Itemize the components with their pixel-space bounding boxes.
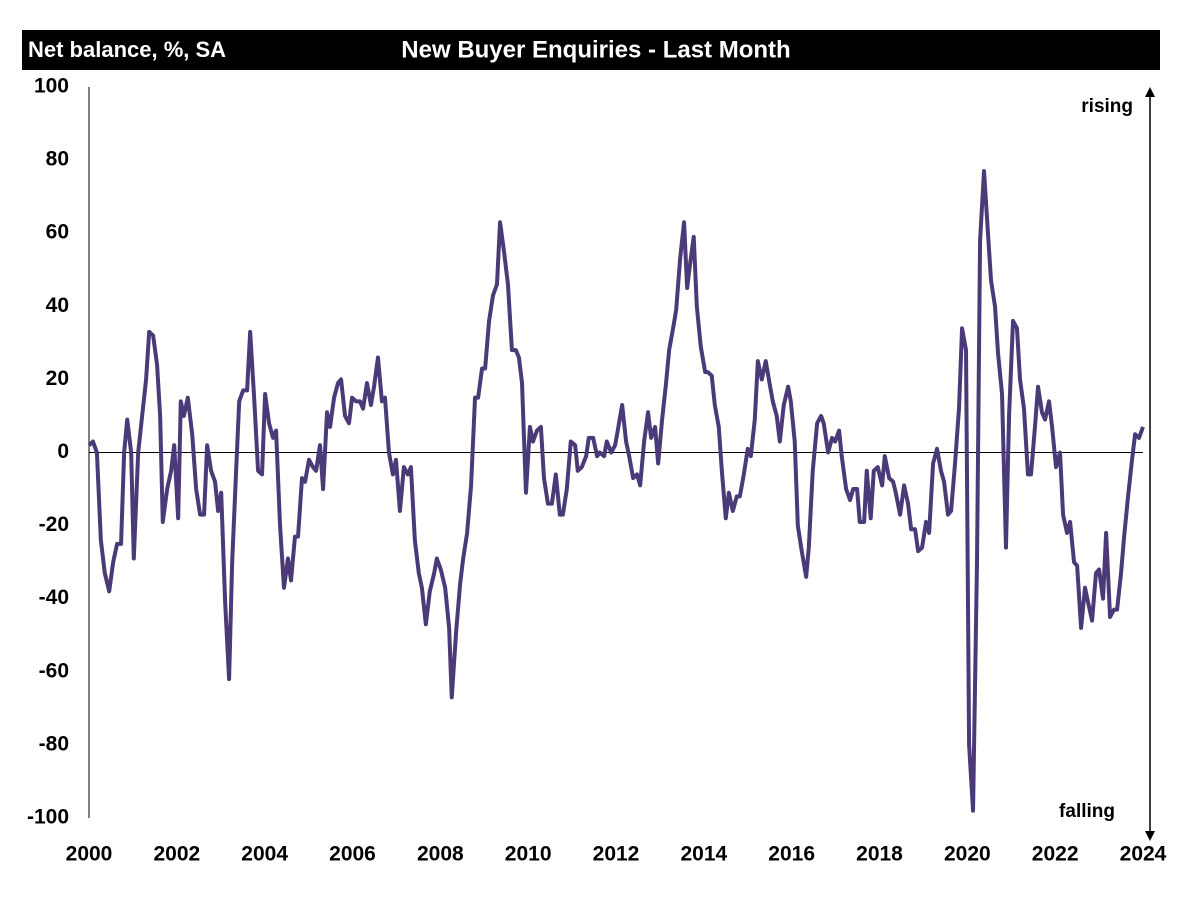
x-tick-label: 2012 xyxy=(593,843,640,866)
chart-title: New Buyer Enquiries - Last Month xyxy=(401,36,790,63)
y-tick-label: 100 xyxy=(34,75,69,98)
x-tick-label: 2022 xyxy=(1032,843,1079,866)
x-tick-label: 2006 xyxy=(329,843,376,866)
x-tick-label: 2008 xyxy=(417,843,464,866)
annotation: rising xyxy=(1081,96,1133,117)
x-tick-label: 2024 xyxy=(1120,843,1167,866)
y-tick-label: 40 xyxy=(46,294,69,317)
x-tick-label: 2018 xyxy=(856,843,903,866)
y-tick-label: -80 xyxy=(39,732,69,755)
y-tick-label: 0 xyxy=(57,440,69,463)
x-tick-label: 2010 xyxy=(505,843,552,866)
annotation: falling xyxy=(1059,801,1115,822)
y-tick-label: -100 xyxy=(27,806,69,829)
y-tick-label: -60 xyxy=(39,659,69,682)
y-tick-label: 20 xyxy=(46,367,69,390)
x-tick-label: 2020 xyxy=(944,843,991,866)
x-tick-label: 2016 xyxy=(768,843,815,866)
y-tick-label: 80 xyxy=(46,148,69,171)
x-tick-label: 2002 xyxy=(153,843,200,866)
x-tick-label: 2004 xyxy=(241,843,288,866)
y-tick-label: 60 xyxy=(46,221,69,244)
x-tick-label: 2014 xyxy=(680,843,727,866)
header-bar xyxy=(22,30,1160,70)
y-tick-label: -20 xyxy=(39,513,69,536)
data-line xyxy=(87,169,1145,813)
chart-subtitle: Net balance, %, SA xyxy=(28,37,226,62)
x-tick-label: 2000 xyxy=(66,843,113,866)
y-tick-label: -40 xyxy=(39,586,69,609)
